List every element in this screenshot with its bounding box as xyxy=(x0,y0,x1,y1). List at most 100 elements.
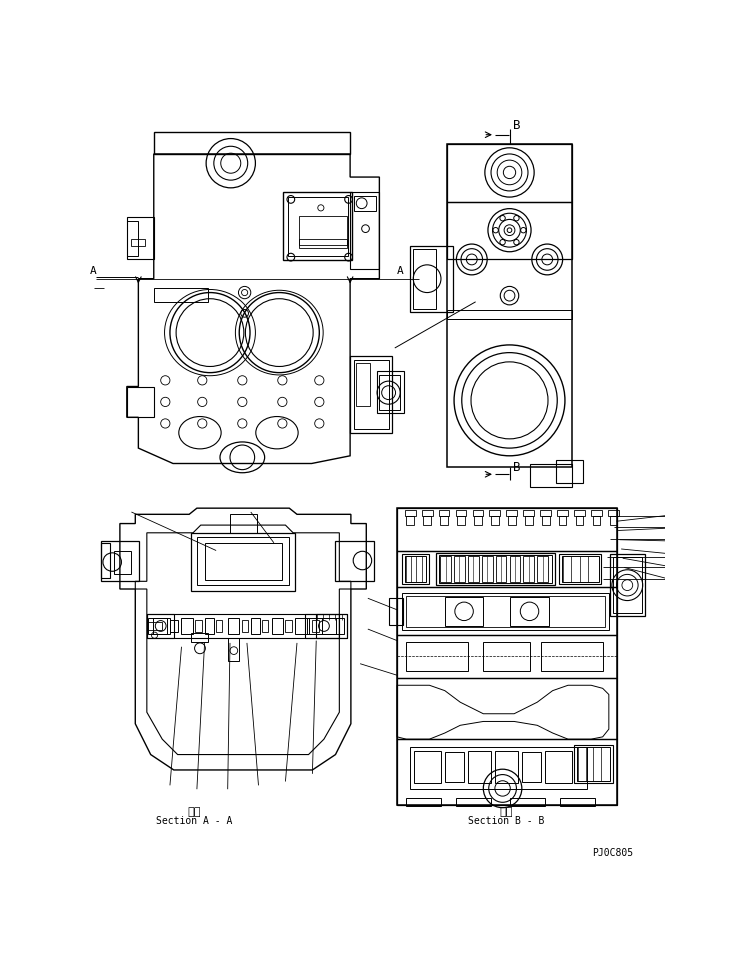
Bar xyxy=(397,588,617,635)
Bar xyxy=(613,558,642,613)
Bar xyxy=(495,751,518,783)
Bar xyxy=(350,192,379,269)
Bar xyxy=(147,622,162,630)
Bar xyxy=(447,144,572,467)
Bar xyxy=(508,516,516,526)
Bar xyxy=(593,516,600,526)
Text: B: B xyxy=(514,119,521,132)
Bar xyxy=(283,192,353,260)
Bar xyxy=(154,133,350,154)
Bar xyxy=(316,614,347,638)
Bar xyxy=(153,617,167,635)
Bar xyxy=(154,288,207,302)
Bar xyxy=(610,516,617,526)
Bar xyxy=(197,537,289,585)
Bar xyxy=(411,247,453,312)
Bar xyxy=(397,678,617,739)
Bar xyxy=(491,516,499,526)
Bar xyxy=(170,620,178,632)
Text: B: B xyxy=(514,461,521,474)
Bar xyxy=(242,620,247,632)
Bar xyxy=(397,739,617,804)
Bar xyxy=(148,617,170,635)
Bar xyxy=(230,515,257,532)
Bar xyxy=(541,643,602,672)
Bar xyxy=(559,555,601,584)
Bar xyxy=(523,510,534,516)
Bar xyxy=(356,364,370,406)
Bar xyxy=(511,799,545,806)
Bar xyxy=(227,638,239,661)
Bar xyxy=(147,614,174,638)
Text: 断面: 断面 xyxy=(499,806,514,817)
Bar xyxy=(559,516,566,526)
Bar xyxy=(127,217,154,259)
Bar xyxy=(537,556,548,582)
Bar xyxy=(389,599,403,625)
Bar xyxy=(482,556,493,582)
Bar xyxy=(577,747,610,781)
Bar xyxy=(413,250,436,309)
Bar xyxy=(397,551,617,588)
Bar xyxy=(250,617,260,635)
Bar xyxy=(591,510,602,516)
Bar xyxy=(354,196,376,211)
Text: A: A xyxy=(90,265,96,276)
Text: Section B - B: Section B - B xyxy=(468,816,545,826)
Bar xyxy=(115,551,131,573)
Bar xyxy=(205,617,214,635)
Text: Section A - A: Section A - A xyxy=(156,816,233,826)
Bar xyxy=(530,463,572,487)
Bar xyxy=(540,510,551,516)
Bar xyxy=(127,221,139,255)
Bar xyxy=(423,516,431,526)
Bar xyxy=(523,556,534,582)
Text: 断面: 断面 xyxy=(187,806,202,817)
Bar xyxy=(545,751,572,783)
Bar xyxy=(354,360,388,429)
Bar xyxy=(216,620,222,632)
Bar xyxy=(474,516,482,526)
Bar xyxy=(560,799,595,806)
Bar xyxy=(262,620,268,632)
Bar xyxy=(130,239,144,247)
Bar xyxy=(510,556,520,582)
Bar xyxy=(562,556,599,582)
Bar xyxy=(576,516,583,526)
Bar xyxy=(299,239,347,248)
Bar xyxy=(611,555,645,616)
Bar xyxy=(556,459,583,483)
Bar xyxy=(397,635,617,678)
Bar xyxy=(196,620,202,632)
Bar xyxy=(490,510,500,516)
Bar xyxy=(522,753,541,782)
Bar xyxy=(377,371,404,413)
Bar xyxy=(445,597,483,626)
Bar xyxy=(312,620,319,632)
Bar xyxy=(405,556,426,582)
Bar xyxy=(445,753,464,782)
Bar xyxy=(414,751,441,783)
Bar xyxy=(557,510,568,516)
Bar xyxy=(608,510,619,516)
Bar xyxy=(336,540,374,580)
Bar xyxy=(468,751,491,783)
Bar xyxy=(402,593,609,630)
Bar xyxy=(436,553,555,585)
Bar xyxy=(101,540,139,580)
Bar xyxy=(468,556,479,582)
Bar xyxy=(456,799,491,806)
Bar xyxy=(182,617,193,635)
Bar xyxy=(191,633,208,643)
Bar xyxy=(439,510,450,516)
Bar xyxy=(506,510,517,516)
Bar xyxy=(402,555,430,584)
Bar xyxy=(457,516,465,526)
Bar xyxy=(542,516,550,526)
Bar xyxy=(191,532,295,591)
Bar xyxy=(406,516,414,526)
Bar xyxy=(397,508,617,804)
Bar xyxy=(350,356,393,433)
Bar xyxy=(511,597,549,626)
Bar xyxy=(439,555,552,583)
